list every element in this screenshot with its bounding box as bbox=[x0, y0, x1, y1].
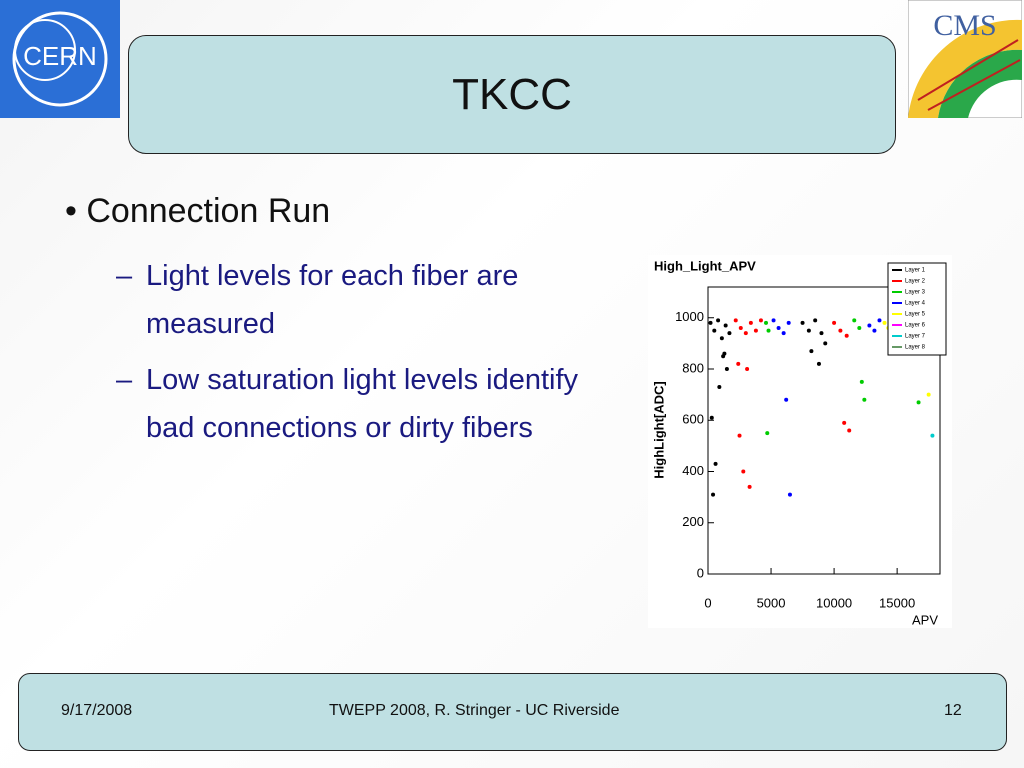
sub-bullet-text: Light levels for each fiber are measured bbox=[146, 260, 519, 340]
point bbox=[842, 420, 847, 425]
cms-logo: CMS bbox=[908, 0, 1022, 118]
point bbox=[737, 433, 742, 438]
sub-bullet: – Light levels for each fiber are measure… bbox=[116, 252, 596, 348]
bullet: • Connection Run bbox=[65, 192, 331, 230]
point bbox=[813, 318, 818, 323]
legend-box bbox=[887, 262, 947, 356]
footer-date: 9/17/2008 bbox=[61, 702, 133, 719]
point bbox=[832, 320, 837, 325]
point bbox=[930, 433, 935, 438]
point bbox=[784, 397, 789, 402]
cern-logo: CERN bbox=[0, 0, 120, 118]
chart-title: High_Light_APV bbox=[654, 258, 756, 273]
point bbox=[771, 318, 776, 323]
legend-label: Layer 6 bbox=[905, 323, 926, 329]
point bbox=[713, 461, 718, 466]
point bbox=[736, 361, 741, 366]
footer: 9/17/2008 TWEPP 2008, R. Stringer - UC R… bbox=[18, 673, 1007, 751]
point bbox=[741, 469, 746, 474]
point bbox=[852, 318, 857, 323]
point bbox=[877, 318, 882, 323]
footer-page: 12 bbox=[944, 702, 962, 719]
point bbox=[765, 431, 770, 436]
x-tick-label: 0 bbox=[704, 595, 711, 610]
point bbox=[926, 392, 931, 397]
bullet-text: Connection Run bbox=[86, 192, 331, 230]
point bbox=[719, 336, 724, 341]
point bbox=[743, 331, 748, 336]
x-axis-label: APV bbox=[912, 612, 938, 627]
sub-bullet: – Low saturation light levels identify ba… bbox=[116, 356, 596, 452]
point bbox=[787, 492, 792, 497]
point bbox=[882, 320, 887, 325]
legend-label: Layer 7 bbox=[905, 334, 926, 340]
legend-label: Layer 1 bbox=[905, 268, 926, 274]
y-tick-label: 0 bbox=[697, 565, 704, 580]
point bbox=[748, 320, 753, 325]
point bbox=[716, 318, 721, 323]
y-tick-label: 600 bbox=[682, 412, 704, 427]
y-tick-label: 400 bbox=[682, 463, 704, 478]
legend-label: Layer 3 bbox=[905, 290, 926, 296]
point bbox=[800, 320, 805, 325]
point bbox=[747, 484, 752, 489]
y-tick-label: 800 bbox=[682, 360, 704, 375]
point bbox=[724, 367, 729, 371]
x-tick-label: 15000 bbox=[879, 595, 915, 610]
point bbox=[766, 328, 771, 333]
point bbox=[844, 333, 849, 338]
point bbox=[816, 361, 821, 366]
sub-bullet-text: Low saturation light levels identify bad… bbox=[146, 364, 579, 444]
point bbox=[859, 379, 864, 384]
point bbox=[723, 323, 728, 328]
point bbox=[776, 326, 781, 330]
cms-text: CMS bbox=[933, 9, 996, 42]
point bbox=[712, 328, 717, 333]
cern-text: CERN bbox=[23, 41, 97, 71]
point bbox=[916, 400, 921, 405]
point bbox=[717, 384, 722, 389]
point bbox=[721, 354, 726, 359]
point bbox=[872, 328, 877, 333]
point bbox=[806, 328, 811, 333]
y-tick-label: 200 bbox=[682, 514, 704, 529]
point bbox=[786, 320, 791, 325]
point bbox=[838, 328, 843, 333]
legend-label: Layer 8 bbox=[905, 345, 926, 351]
y-axis-label: HighLight[ADC] bbox=[651, 381, 666, 478]
point bbox=[867, 323, 872, 328]
point bbox=[709, 415, 714, 420]
title: TKCC bbox=[128, 35, 896, 154]
point bbox=[862, 397, 867, 402]
point bbox=[764, 320, 768, 325]
point bbox=[847, 428, 852, 433]
point bbox=[809, 349, 814, 354]
point bbox=[711, 492, 716, 497]
scatter-chart: High_Light_APV APV HighLight[ADC] 0 200 40… bbox=[648, 255, 952, 628]
point bbox=[857, 326, 862, 330]
point bbox=[758, 318, 763, 323]
point bbox=[753, 328, 758, 333]
plot-frame bbox=[707, 286, 941, 575]
legend-label: Layer 4 bbox=[905, 301, 926, 307]
point bbox=[738, 326, 743, 330]
x-tick-label: 10000 bbox=[816, 595, 852, 610]
point bbox=[823, 341, 828, 346]
point bbox=[781, 331, 786, 336]
point bbox=[727, 331, 732, 336]
legend-label: Layer 2 bbox=[905, 279, 926, 285]
point bbox=[708, 320, 713, 325]
point bbox=[819, 331, 824, 336]
point bbox=[745, 367, 750, 371]
footer-center: TWEPP 2008, R. Stringer - UC Riverside bbox=[329, 702, 620, 719]
x-tick-label: 5000 bbox=[757, 595, 786, 610]
y-tick-label: 1000 bbox=[675, 309, 704, 324]
legend-label: Layer 5 bbox=[905, 312, 926, 318]
point bbox=[733, 318, 738, 323]
